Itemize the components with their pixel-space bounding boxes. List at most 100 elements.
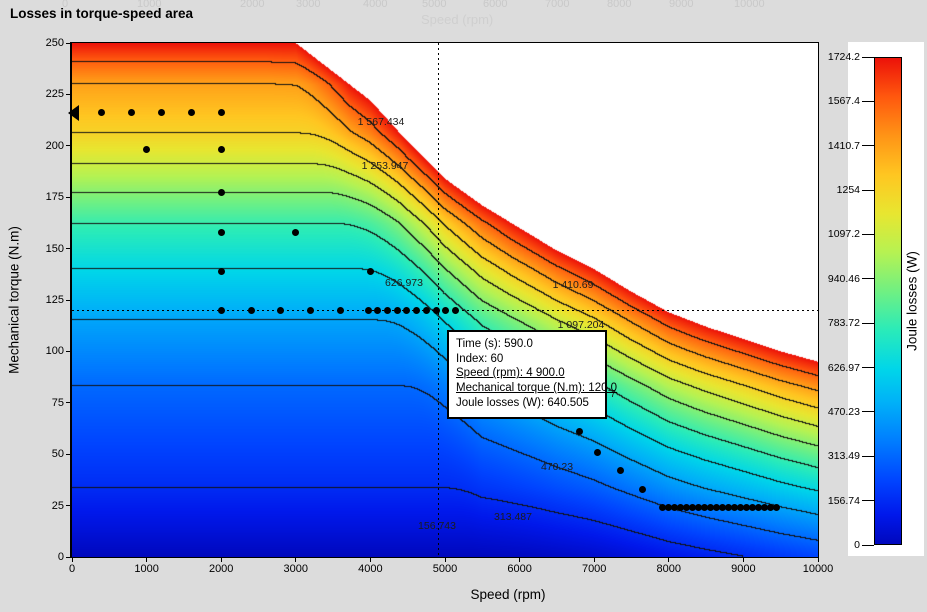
y-tick bbox=[66, 42, 70, 44]
operating-point-dot[interactable] bbox=[665, 504, 673, 512]
operating-point-dot[interactable] bbox=[575, 428, 583, 436]
colorbar-tick-label: 1097.2 bbox=[827, 228, 860, 241]
operating-point-dot[interactable] bbox=[719, 504, 727, 512]
y-tick bbox=[66, 350, 70, 352]
operating-point-dot[interactable] bbox=[364, 306, 372, 314]
operating-point-dot[interactable] bbox=[432, 306, 440, 314]
operating-point-dot[interactable] bbox=[217, 306, 225, 314]
colorbar-tick bbox=[862, 100, 874, 102]
operating-point-dot[interactable] bbox=[247, 306, 255, 314]
x-axis-title: Speed (rpm) bbox=[470, 587, 546, 602]
operating-point-dot[interactable] bbox=[393, 306, 401, 314]
operating-point-dot[interactable] bbox=[158, 109, 166, 117]
operating-point-dot[interactable] bbox=[671, 504, 679, 512]
x-tick bbox=[742, 558, 744, 562]
x-tick-label: 6000 bbox=[507, 563, 532, 575]
y-tick-label: 0 bbox=[57, 551, 64, 563]
envelope-left-arrow-marker bbox=[68, 104, 79, 121]
operating-point-dot[interactable] bbox=[677, 504, 685, 512]
data-cursor-tooltip[interactable]: Time (s): 590.0 Index: 60 Speed (rpm): 4 9… bbox=[447, 330, 618, 419]
x-tick bbox=[519, 558, 521, 562]
operating-point-dot[interactable] bbox=[731, 504, 739, 512]
operating-point-dot[interactable] bbox=[737, 504, 745, 512]
operating-point-dot[interactable] bbox=[98, 109, 106, 117]
colorbar-tick-label: 1254 bbox=[836, 184, 860, 197]
ghost-tick-label: 5000 bbox=[422, 0, 447, 10]
y-tick-label: 100 bbox=[45, 345, 64, 358]
colorbar-tick-label: 1410.7 bbox=[827, 139, 860, 152]
tooltip-line: Mechanical torque (N.m): 120.0 bbox=[456, 382, 618, 395]
x-tick-label: 1000 bbox=[134, 563, 159, 575]
operating-point-dot[interactable] bbox=[743, 504, 751, 512]
operating-point-dot[interactable] bbox=[292, 228, 300, 236]
ghost-tick-label: 4000 bbox=[363, 0, 388, 10]
operating-point-dot[interactable] bbox=[143, 146, 151, 154]
operating-point-dot[interactable] bbox=[773, 504, 781, 512]
operating-point-dot[interactable] bbox=[384, 306, 392, 314]
tooltip-line: Index: 60 bbox=[456, 352, 504, 365]
operating-point-dot[interactable] bbox=[187, 109, 195, 117]
operating-point-dot[interactable] bbox=[695, 504, 703, 512]
operating-point-dot[interactable] bbox=[413, 306, 421, 314]
operating-point-dot[interactable] bbox=[616, 467, 624, 475]
operating-point-dot[interactable] bbox=[374, 306, 382, 314]
operating-point-dot[interactable] bbox=[701, 504, 709, 512]
operating-point-dot[interactable] bbox=[366, 267, 374, 275]
operating-point-dot[interactable] bbox=[755, 504, 763, 512]
colorbar-tick bbox=[862, 233, 874, 235]
operating-point-dot[interactable] bbox=[659, 504, 667, 512]
y-tick-label: 200 bbox=[45, 139, 64, 152]
y-tick-label: 25 bbox=[51, 499, 64, 512]
operating-point-dot[interactable] bbox=[683, 504, 691, 512]
operating-point-dot[interactable] bbox=[639, 485, 647, 493]
operating-point-dot[interactable] bbox=[217, 146, 225, 154]
y-tick bbox=[66, 402, 70, 404]
contour-value-label: 1 253.947 bbox=[361, 160, 409, 172]
operating-point-dot[interactable] bbox=[217, 188, 225, 196]
colorbar-gradient bbox=[874, 57, 902, 545]
operating-point-dot[interactable] bbox=[707, 504, 715, 512]
operating-point-dot[interactable] bbox=[725, 504, 733, 512]
operating-point-dot[interactable] bbox=[451, 306, 459, 314]
y-tick bbox=[66, 299, 70, 301]
operating-point-dot[interactable] bbox=[307, 306, 315, 314]
colorbar-tick bbox=[862, 322, 874, 324]
contour-value-label: 470.23 bbox=[540, 461, 574, 473]
y-tick bbox=[66, 248, 70, 250]
x-tick-label: 10000 bbox=[802, 563, 834, 575]
operating-point-dot[interactable] bbox=[422, 306, 430, 314]
operating-point-dot[interactable] bbox=[767, 504, 775, 512]
operating-point-dot[interactable] bbox=[713, 504, 721, 512]
x-tick-label: 7000 bbox=[581, 563, 607, 575]
ghost-tick-label: 2000 bbox=[240, 0, 265, 10]
operating-point-dot[interactable] bbox=[594, 448, 602, 456]
y-tick-label: 75 bbox=[51, 396, 64, 409]
crosshair-vertical-line bbox=[437, 43, 439, 557]
operating-point-dot[interactable] bbox=[217, 267, 225, 275]
y-tick bbox=[66, 505, 70, 507]
operating-point-dot[interactable] bbox=[761, 504, 769, 512]
y-tick-label: 150 bbox=[45, 242, 64, 255]
colorbar-tick bbox=[862, 411, 874, 413]
operating-point-dot[interactable] bbox=[217, 228, 225, 236]
operating-point-dot[interactable] bbox=[689, 504, 697, 512]
x-tick-label: 8000 bbox=[656, 563, 682, 575]
operating-point-dot[interactable] bbox=[403, 306, 411, 314]
colorbar-tick bbox=[862, 145, 874, 147]
operating-point-dot[interactable] bbox=[442, 306, 450, 314]
operating-point-dot[interactable] bbox=[337, 306, 345, 314]
operating-point-dot[interactable] bbox=[128, 109, 136, 117]
contour-value-label: 156.743 bbox=[418, 520, 456, 532]
y-tick-label: 50 bbox=[51, 448, 64, 461]
operating-point-dot[interactable] bbox=[749, 504, 757, 512]
contour-plot-canvas[interactable] bbox=[72, 43, 818, 557]
y-tick-label: 225 bbox=[45, 88, 64, 101]
x-tick bbox=[71, 558, 73, 562]
tooltip-line: Time (s): 590.0 bbox=[456, 338, 533, 350]
operating-point-dot[interactable] bbox=[217, 109, 225, 117]
contour-value-label: 1 097.204 bbox=[557, 319, 605, 331]
colorbar-tick-label: 626.97 bbox=[827, 361, 860, 374]
operating-point-dot[interactable] bbox=[277, 306, 285, 314]
colorbar-tick bbox=[862, 455, 874, 457]
colorbar-tick bbox=[862, 500, 874, 502]
